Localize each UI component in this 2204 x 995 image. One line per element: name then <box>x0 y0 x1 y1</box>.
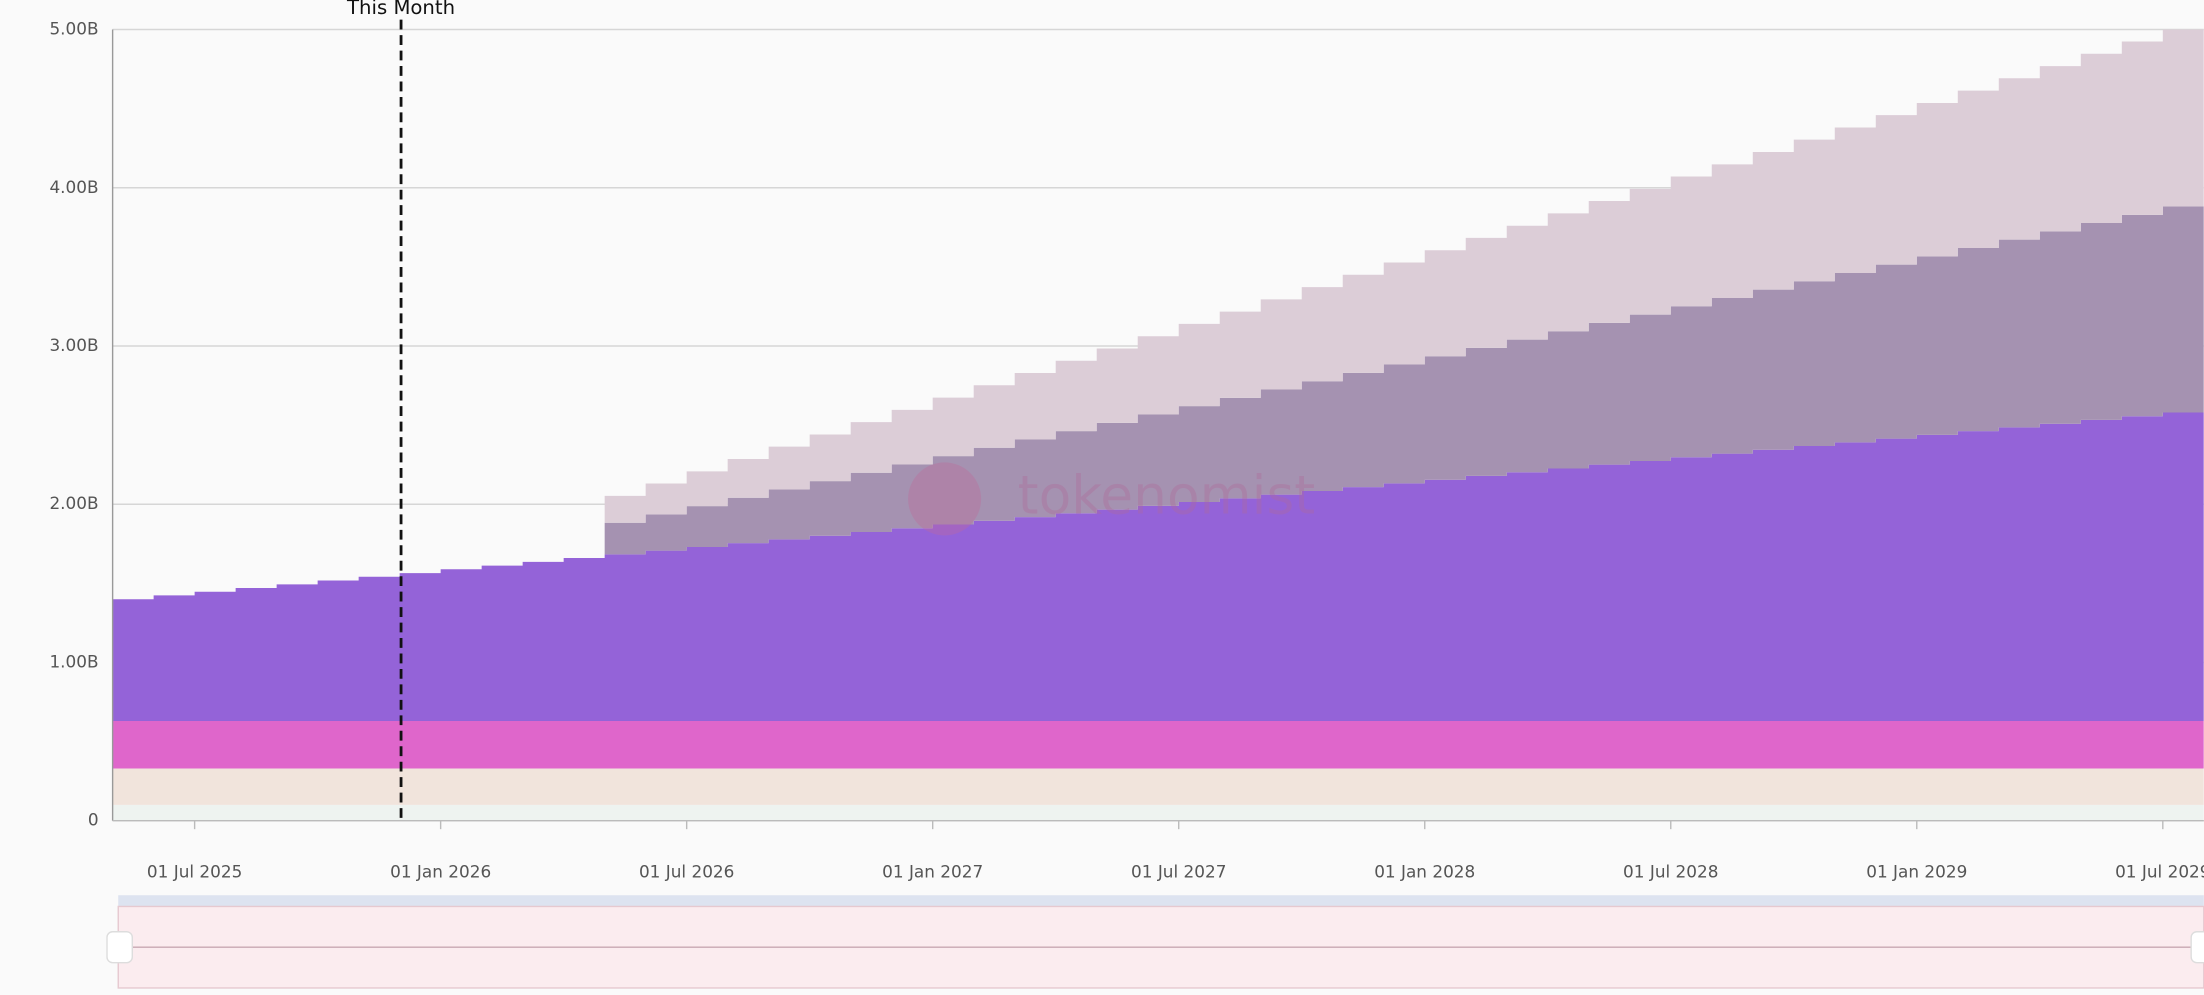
x-tick-label: 01 Jan 2027 <box>882 862 983 882</box>
watermark-logo <box>908 462 982 536</box>
area-series <box>112 721 2204 769</box>
area-series <box>112 412 2204 722</box>
y-tick-label: 5.00B <box>49 19 98 39</box>
x-tick-label: 01 Jul 2025 <box>147 862 242 882</box>
y-tick-label: 1.00B <box>49 651 98 671</box>
navigator-handle-right[interactable] <box>2190 931 2204 964</box>
x-tick-label: 01 Jan 2028 <box>1374 862 1475 882</box>
x-tick-label: 01 Jul 2026 <box>639 862 734 882</box>
y-tick-label: 0 <box>88 810 99 830</box>
area-series <box>112 804 2204 821</box>
area-series <box>604 29 2204 523</box>
x-tick-label: 01 Jan 2026 <box>390 862 491 882</box>
navigator-handle-left[interactable] <box>106 931 133 964</box>
navigator <box>106 895 2204 989</box>
navigator-scrollbar[interactable] <box>118 895 2204 907</box>
x-tick-label: 01 Jul 2027 <box>1131 862 1226 882</box>
x-tick-label: 01 Jan 2029 <box>1866 862 1967 882</box>
this-month-label: This Month <box>346 0 455 19</box>
overlay: 01 Jul 2025 01 Jan 2026 01 Jul 2026 01 Jan … <box>111 0 2204 882</box>
area-series <box>604 206 2204 555</box>
watermark: tokenomist <box>908 462 1316 536</box>
y-tick-label: 3.00B <box>49 335 98 355</box>
x-tick-label: 01 Jul 2029 <box>2115 862 2204 882</box>
areas <box>112 29 2204 821</box>
y-tick-label: 2.00B <box>49 493 98 513</box>
watermark-text: tokenomist <box>1018 464 1316 527</box>
y-tick-label: 4.00B <box>49 177 98 197</box>
area-series <box>112 768 2204 805</box>
x-tick-label: 01 Jul 2028 <box>1623 862 1718 882</box>
